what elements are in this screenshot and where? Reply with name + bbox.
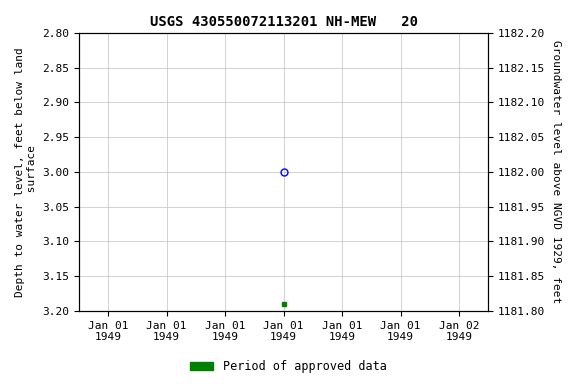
Y-axis label: Groundwater level above NGVD 1929, feet: Groundwater level above NGVD 1929, feet — [551, 40, 561, 303]
Y-axis label: Depth to water level, feet below land
 surface: Depth to water level, feet below land su… — [15, 47, 37, 297]
Title: USGS 430550072113201 NH-MEW   20: USGS 430550072113201 NH-MEW 20 — [150, 15, 418, 29]
Legend: Period of approved data: Period of approved data — [185, 356, 391, 378]
